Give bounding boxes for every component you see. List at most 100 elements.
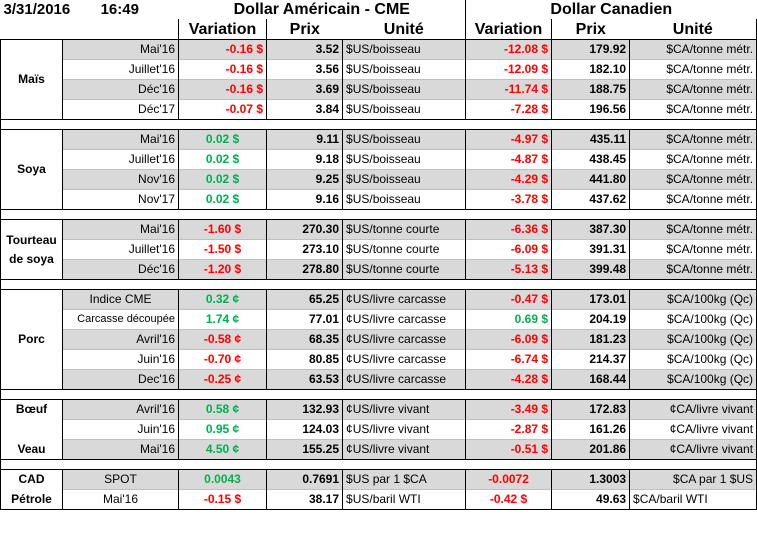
- usd-unit: $US/baril WTI: [342, 489, 467, 510]
- usd-unit: ¢US/livre vivant: [342, 439, 467, 460]
- cad-price: 173.01: [551, 289, 631, 310]
- usd-unit: ¢US/livre carcasse: [342, 289, 467, 310]
- usd-price: 124.03: [266, 419, 344, 440]
- cad-variation: -12.08 $: [465, 39, 553, 60]
- usd-unit: $US/boisseau: [342, 99, 467, 120]
- cad-price: 49.63: [551, 489, 631, 510]
- cad-variation: -0.47 $: [465, 289, 553, 310]
- cad-variation: -4.87 $: [465, 149, 553, 170]
- table-row: CAD SPOT 0.0043 0.7691 $US par 1 $CA -0.…: [0, 469, 757, 490]
- cad-price: 172.83: [551, 399, 631, 420]
- usd-variation: 0.58 ¢: [178, 399, 268, 420]
- cad-unit: $CA/100kg (Qc): [629, 349, 757, 370]
- table-row: Juin'16 -0.70 ¢ 80.85 ¢US/livre carcasse…: [1, 349, 757, 370]
- usd-unit: $US/boisseau: [342, 189, 467, 210]
- cad-unit: $CA/tonne métr.: [629, 169, 757, 190]
- period-cell: Nov'16: [61, 169, 180, 190]
- report-time: 16:49: [100, 1, 139, 18]
- cad-price: 437.62: [551, 189, 631, 210]
- cad-unit: $CA/tonne métr.: [629, 39, 757, 60]
- usd-unit: $US/boisseau: [342, 39, 467, 60]
- usd-variation: 1.74 ¢: [178, 309, 268, 330]
- cad-unit: ¢CA/livre vivant: [629, 419, 757, 440]
- table-row: Nov'16 0.02 $ 9.25 $US/boisseau -4.29 $ …: [1, 169, 757, 190]
- price-grid: 3/31/2016 16:49 Dollar Américain - CME D…: [0, 0, 757, 510]
- cad-variation: -4.29 $: [465, 169, 553, 190]
- usd-price: 132.93: [266, 399, 344, 420]
- usd-price: 68.35: [266, 329, 344, 350]
- usd-variation: 0.02 $: [178, 189, 268, 210]
- group-label-soya: Soya: [0, 129, 63, 210]
- usd-unit: ¢US/livre carcasse: [342, 329, 467, 350]
- period-cell: Dec'16: [61, 369, 180, 390]
- usd-variation: -1.20 $: [178, 259, 268, 280]
- period-cell: Déc'17: [61, 99, 180, 120]
- table-row: Juin'16 0.95 ¢ 124.03 ¢US/livre vivant -…: [0, 419, 757, 440]
- usd-price: 278.80: [266, 259, 344, 280]
- usd-variation: 0.02 $: [178, 169, 268, 190]
- table-row: Déc'17 -0.07 $ 3.84 $US/boisseau -7.28 $…: [1, 99, 757, 120]
- table-row: Carcasse découpée 1.74 ¢ 77.01 ¢US/livre…: [1, 309, 757, 330]
- group-label-porc: Porc: [0, 289, 63, 390]
- usd-unit: ¢US/livre carcasse: [342, 349, 467, 370]
- usd-price: 155.25: [266, 439, 344, 460]
- cad-unit: $CA/tonne métr.: [629, 239, 757, 260]
- usd-price: 3.52: [266, 39, 344, 60]
- cad-variation: -0.0072: [465, 469, 553, 490]
- group-separator: [0, 119, 757, 130]
- cad-variation: 0.69 $: [465, 309, 553, 330]
- group-separator: [0, 459, 757, 470]
- usd-price: 9.25: [266, 169, 344, 190]
- cad-col-unite: Unité: [629, 19, 757, 40]
- period-cell: Nov'17: [61, 189, 180, 210]
- cad-title: Dollar Canadien: [465, 0, 757, 19]
- usd-col-unite: Unité: [342, 19, 467, 40]
- period-cell: Carcasse découpée: [61, 309, 180, 330]
- table-row: Juillet'16 -0.16 $ 3.56 $US/boisseau -12…: [1, 59, 757, 80]
- cad-variation: -12.09 $: [465, 59, 553, 80]
- table-row: Avril'16 -0.58 ¢ 68.35 ¢US/livre carcass…: [1, 329, 757, 350]
- period-cell: Juillet'16: [61, 149, 180, 170]
- usd-variation: -1.50 $: [178, 239, 268, 260]
- group-label-cad: CAD: [0, 469, 63, 490]
- usd-variation: -0.16 $: [178, 59, 268, 80]
- usd-variation: 4.50 ¢: [178, 439, 268, 460]
- cad-price: 1.3003: [551, 469, 631, 490]
- usd-price: 77.01: [266, 309, 344, 330]
- period-cell: Déc'16: [61, 259, 180, 280]
- usd-unit: ¢US/livre vivant: [342, 419, 467, 440]
- cad-unit: ¢CA/livre vivant: [629, 439, 757, 460]
- cad-variation: -6.09 $: [465, 329, 553, 350]
- usd-unit: $US/boisseau: [342, 169, 467, 190]
- table-row: Déc'16 -0.16 $ 3.69 $US/boisseau -11.74 …: [1, 79, 757, 100]
- cad-unit: $CA/baril WTI: [629, 489, 757, 510]
- header-row-1: 3/31/2016 16:49 Dollar Américain - CME D…: [0, 0, 757, 19]
- cad-price: 188.75: [551, 79, 631, 100]
- cad-unit: $CA/tonne métr.: [629, 129, 757, 150]
- usd-price: 63.53: [266, 369, 344, 390]
- usd-title: Dollar Américain - CME: [178, 0, 466, 19]
- usd-unit: $US/boisseau: [342, 79, 467, 100]
- usd-price: 3.69: [266, 79, 344, 100]
- table-row: Nov'17 0.02 $ 9.16 $US/boisseau -3.78 $ …: [1, 189, 757, 210]
- usd-price: 0.7691: [266, 469, 344, 490]
- cad-variation: -0.51 $: [465, 439, 553, 460]
- usd-unit: $US/tonne courte: [342, 259, 467, 280]
- period-cell: Juillet'16: [61, 59, 180, 80]
- period-cell: Déc'16: [61, 79, 180, 100]
- cad-unit: $CA par 1 $US: [629, 469, 757, 490]
- cad-variation: -0.42 $: [465, 489, 553, 510]
- period-cell: SPOT: [61, 469, 180, 490]
- group-label-veau: Veau: [0, 439, 63, 460]
- group-label-tourteau: Tourteau de soya: [0, 219, 63, 280]
- table-row: Juillet'16 -1.50 $ 273.10 $US/tonne cour…: [1, 239, 757, 260]
- usd-variation: -0.07 $: [178, 99, 268, 120]
- usd-price: 273.10: [266, 239, 344, 260]
- cad-price: 399.48: [551, 259, 631, 280]
- group-separator: [0, 209, 757, 220]
- cad-unit: $CA/tonne métr.: [629, 79, 757, 100]
- period-cell: Mai'16: [61, 439, 180, 460]
- usd-unit: $US/boisseau: [342, 129, 467, 150]
- period-cell: Mai'16: [61, 219, 180, 240]
- usd-price: 38.17: [266, 489, 344, 510]
